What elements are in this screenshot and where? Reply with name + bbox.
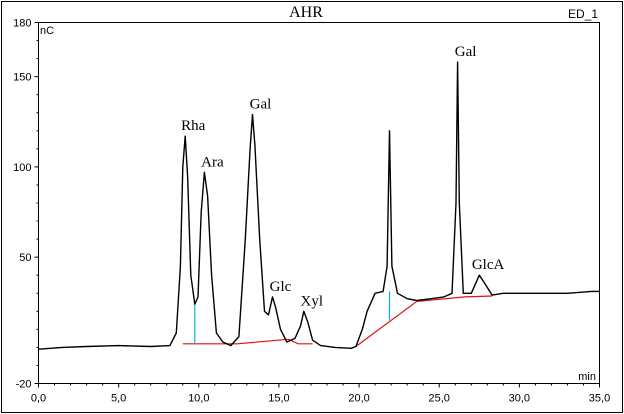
- integration-baselines: [182, 295, 493, 347]
- chart-title: AHR: [289, 4, 323, 21]
- y-tick-label: -20: [16, 379, 32, 391]
- peak-label: Xyl: [301, 293, 324, 309]
- peak-label: GlcA: [472, 257, 505, 273]
- peak-drop-lines: [194, 291, 391, 344]
- baseline-segment: [182, 338, 313, 345]
- y-axis-unit-label: nC: [40, 25, 54, 37]
- peak-label: Ara: [201, 154, 224, 170]
- x-tick-label: 10,0: [188, 393, 209, 405]
- trace-line: [38, 61, 600, 350]
- baseline-segment: [355, 295, 493, 347]
- x-tick-label: 25,0: [429, 393, 450, 405]
- x-tick-label: 35,0: [589, 393, 610, 405]
- x-axis-unit-label: min: [578, 371, 596, 383]
- peak-label: Gal: [250, 97, 272, 113]
- y-tick-label: 180: [13, 18, 31, 30]
- x-tick-label: 30,0: [509, 393, 530, 405]
- x-axis-ticks: 0,0 5,0 10,0 15,0 20,0 25,0 30,0 35,0: [31, 383, 610, 405]
- peak-label: Rha: [181, 118, 206, 134]
- y-tick-label: 50: [19, 252, 31, 264]
- x-tick-label: 0,0: [31, 393, 46, 405]
- peak-labels: Rha Ara Gal Glc Xyl Gal GlcA: [181, 44, 504, 309]
- x-tick-label: 20,0: [348, 393, 369, 405]
- trace-label: ED_1: [568, 7, 598, 21]
- y-tick-label: 100: [13, 162, 31, 174]
- y-axis-ticks: -20 50 100 150 180: [13, 18, 39, 391]
- peak-label: Glc: [270, 279, 292, 295]
- peak-label: Gal: [455, 44, 477, 60]
- x-tick-label: 15,0: [268, 393, 289, 405]
- y-tick-label: 150: [13, 72, 31, 84]
- chromatogram-trace: [38, 61, 600, 350]
- x-tick-label: 5,0: [111, 393, 126, 405]
